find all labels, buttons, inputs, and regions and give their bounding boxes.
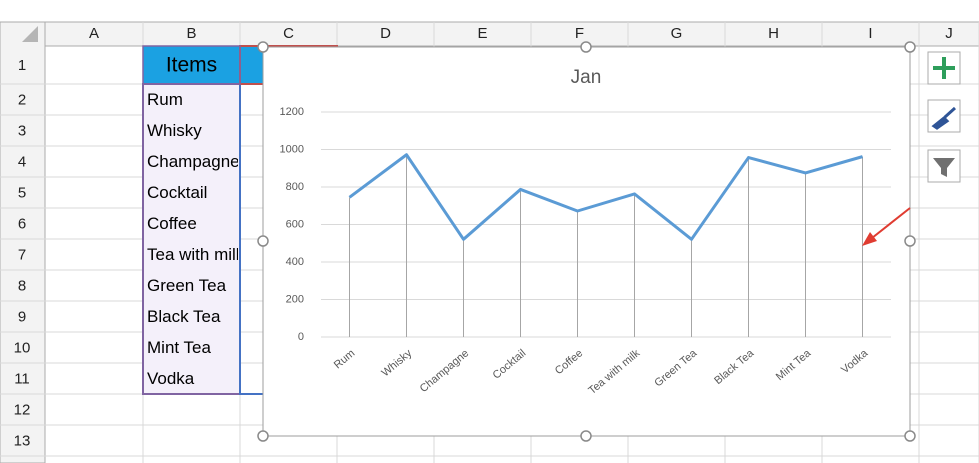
- y-tick-label: 800: [286, 181, 304, 193]
- chart-area: [262, 46, 911, 437]
- row-header: 5: [18, 184, 26, 201]
- row-header: 13: [14, 432, 31, 449]
- column-header: E: [477, 25, 487, 42]
- resize-handle[interactable]: [904, 235, 916, 247]
- chart-button[interactable]: [927, 99, 961, 133]
- row-header: 9: [18, 308, 26, 325]
- arrow: [871, 207, 911, 239]
- column-header: G: [671, 25, 683, 42]
- row-header: 8: [18, 277, 26, 294]
- column-header: C: [283, 25, 294, 42]
- item-cell: Green Tea: [147, 276, 227, 295]
- plus-icon: [933, 57, 955, 79]
- row-header: 4: [18, 153, 26, 170]
- resize-handle[interactable]: [257, 235, 269, 247]
- row-header: 7: [18, 246, 26, 263]
- y-tick-label: 400: [286, 256, 304, 268]
- resize-handle[interactable]: [904, 430, 916, 442]
- chart-title: Jan: [571, 67, 602, 88]
- y-tick-label: 1200: [280, 106, 304, 118]
- select-all: [22, 26, 38, 42]
- items-fill: [143, 84, 240, 394]
- column-header: I: [868, 25, 872, 42]
- resize-handle[interactable]: [257, 41, 269, 53]
- resize-handle[interactable]: [580, 430, 592, 442]
- y-tick-label: 1000: [280, 143, 304, 155]
- column-header: F: [575, 25, 584, 42]
- row-header: 3: [18, 122, 26, 139]
- resize-handle[interactable]: [257, 430, 269, 442]
- filter-icon: [933, 158, 955, 177]
- row-header: 6: [18, 215, 26, 232]
- item-cell: Whisky: [147, 121, 202, 140]
- item-cell: Mint Tea: [147, 338, 211, 357]
- resize-handle[interactable]: [904, 41, 916, 53]
- column-header: H: [768, 25, 779, 42]
- row-header: 2: [18, 91, 26, 108]
- item-cell: Tea with milk: [147, 245, 245, 264]
- item-cell: Champagne: [147, 152, 240, 171]
- row-header: 1: [18, 57, 26, 74]
- item-cell: Rum: [147, 90, 183, 109]
- column-header: A: [89, 25, 99, 42]
- column-header: D: [380, 25, 391, 42]
- arrow-head: [862, 232, 877, 246]
- resize-handle[interactable]: [580, 41, 592, 53]
- column-header: J: [945, 25, 953, 42]
- header-cell: Items: [166, 54, 217, 77]
- data-line: [348, 153, 863, 241]
- column-header: B: [186, 25, 196, 42]
- row-header-bar: [0, 21, 46, 463]
- row-header: 12: [14, 401, 31, 418]
- brush-icon: [931, 106, 957, 130]
- y-tick-label: 200: [286, 293, 304, 305]
- item-cell: Cocktail: [147, 183, 207, 202]
- y-tick-label: 600: [286, 218, 304, 230]
- item-cell: Black Tea: [147, 307, 221, 326]
- column-header-bar: [0, 21, 979, 47]
- item-cell: Coffee: [147, 214, 197, 233]
- row-header: 11: [14, 370, 30, 387]
- y-tick-label: 0: [298, 331, 304, 343]
- item-cell: Vodka: [147, 369, 195, 388]
- range-border: [142, 45, 241, 85]
- row-header: 10: [14, 339, 31, 356]
